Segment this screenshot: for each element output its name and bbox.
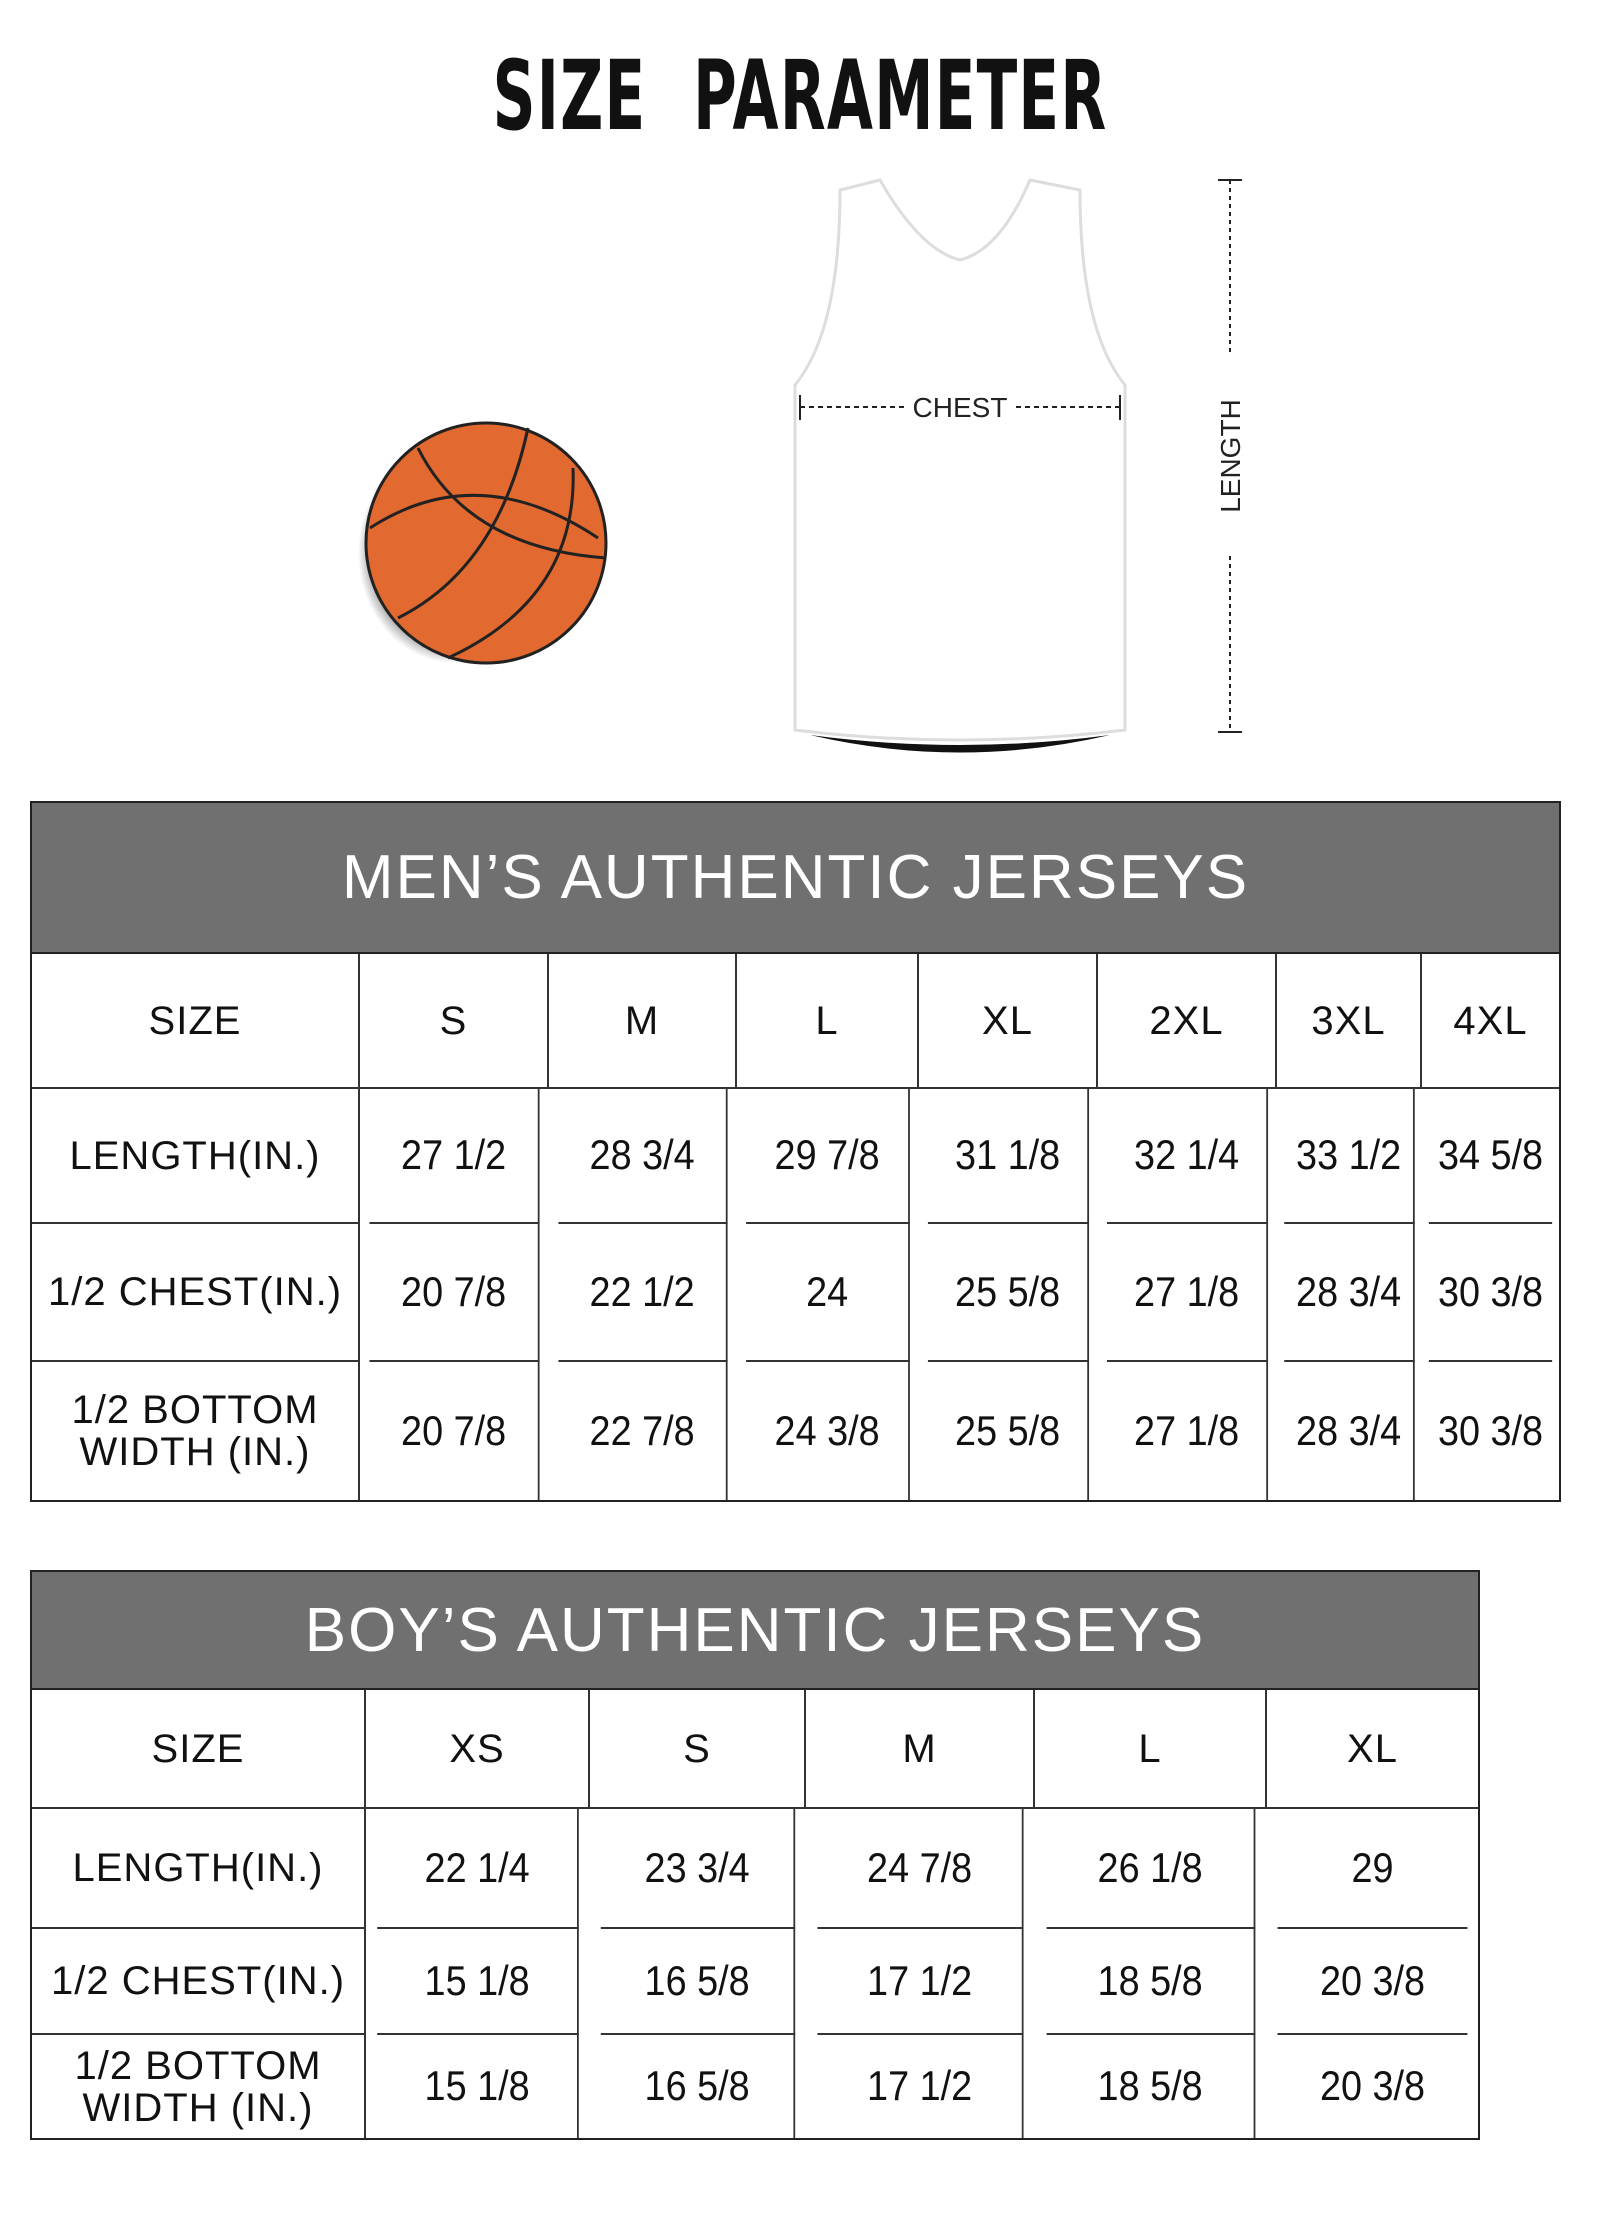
boys-measurement-cell: 18 5/8 — [1047, 2035, 1256, 2138]
mens-table-title: MEN’S AUTHENTIC JERSEYS — [32, 803, 1559, 954]
boys-size-table: BOY’S AUTHENTIC JERSEYS SIZE XS S M L XL LENGT… — [30, 1570, 1480, 2140]
boys-size-column-header: S — [590, 1690, 806, 1809]
mens-measurement-cell: 24 3/8 — [746, 1362, 910, 1500]
boys-size-column-header: XS — [366, 1690, 590, 1809]
boys-measurement-cell: 24 7/8 — [817, 1809, 1024, 1929]
mens-size-column-header: 4XL — [1422, 954, 1559, 1089]
boys-measurement-cell: 17 1/2 — [817, 2035, 1024, 2138]
boys-measurement-cell: 22 1/4 — [377, 1809, 579, 1929]
boys-measurement-cell: 18 5/8 — [1046, 1929, 1256, 2035]
boys-measurement-cell: 16 5/8 — [601, 2035, 796, 2138]
mens-measurement-cell: 30 3/8 — [1428, 1224, 1553, 1362]
boys-table-grid: SIZE XS S M L XL LENGTH(IN.) 22 1/4 23 3/4 24 7/8… — [32, 1690, 1478, 2138]
mens-measurement-cell: 22 1/2 — [558, 1224, 728, 1362]
boys-measurement-cell: 26 1/8 — [1046, 1809, 1256, 1929]
boys-size-header: SIZE — [32, 1690, 366, 1809]
mens-measurement-cell: 20 7/8 — [369, 1362, 540, 1500]
mens-measurement-cell: 25 5/8 — [927, 1224, 1090, 1362]
basketball-icon — [358, 421, 608, 665]
boys-measurement-cell: 20 3/8 — [1319, 2062, 1426, 2110]
mens-size-column-header: S — [360, 954, 549, 1089]
mens-measurement-cell: 27 1/2 — [369, 1089, 540, 1224]
boys-table-title: BOY’S AUTHENTIC JERSEYS — [32, 1572, 1478, 1690]
boys-row-label: 1/2 BOTTOM WIDTH (IN.) — [32, 2035, 366, 2138]
mens-measurement-cell: 29 7/8 — [746, 1089, 910, 1224]
length-indicator: LENGTH — [1214, 179, 1246, 733]
jersey-illustration: CHEST — [793, 178, 1127, 753]
mens-measurement-cell: 20 7/8 — [369, 1224, 540, 1362]
mens-measurement-cell: 22 7/8 — [558, 1362, 728, 1500]
boys-measurement-cell: 17 1/2 — [817, 1929, 1024, 2035]
mens-measurement-cell: 27 1/8 — [1107, 1362, 1269, 1500]
mens-measurement-cell: 30 3/8 — [1437, 1406, 1544, 1454]
boys-measurement-cell: 16 5/8 — [600, 1929, 796, 2035]
mens-measurement-cell: 27 1/8 — [1106, 1224, 1269, 1362]
mens-row-label: LENGTH(IN.) — [32, 1089, 360, 1224]
mens-measurement-cell: 28 3/4 — [1284, 1362, 1415, 1500]
mens-measurement-cell: 28 3/4 — [1284, 1224, 1415, 1362]
mens-size-column-header: L — [737, 954, 919, 1089]
boys-size-column-header: L — [1035, 1690, 1267, 1809]
mens-measurement-cell: 34 5/8 — [1428, 1089, 1553, 1224]
mens-table-grid: SIZE S M L XL 2XL 3XL 4XL LENGTH(IN.) 27 1/2 28 3/… — [32, 954, 1559, 1500]
mens-size-column-header: 2XL — [1098, 954, 1277, 1089]
boys-size-column-header: M — [806, 1690, 1035, 1809]
mens-size-column-header: M — [549, 954, 737, 1089]
page-title: SIZE PARAMETER — [492, 40, 1108, 152]
length-label: LENGTH — [1215, 399, 1246, 513]
mens-measurement-cell: 31 1/8 — [927, 1089, 1090, 1224]
mens-size-table: MEN’S AUTHENTIC JERSEYS SIZE S M L XL 2XL 3XL 4… — [30, 801, 1561, 1502]
mens-row-label: 1/2 BOTTOM WIDTH (IN.) — [32, 1362, 360, 1500]
mens-row-label: 1/2 CHEST(IN.) — [32, 1224, 360, 1362]
boys-measurement-cell: 23 3/4 — [600, 1809, 796, 1929]
boys-measurement-cell: 20 3/8 — [1277, 1929, 1468, 2035]
mens-size-column-header: XL — [919, 954, 1098, 1089]
mens-size-header: SIZE — [32, 954, 360, 1089]
boys-measurement-cell: 15 1/8 — [377, 2035, 579, 2138]
mens-measurement-cell: 24 — [746, 1224, 910, 1362]
boys-size-column-header: XL — [1267, 1690, 1478, 1809]
boys-measurement-cell: 29 — [1277, 1809, 1468, 1929]
mens-measurement-cell: 33 1/2 — [1284, 1089, 1415, 1224]
mens-measurement-cell: 32 1/4 — [1106, 1089, 1269, 1224]
chest-label: CHEST — [913, 392, 1008, 423]
mens-measurement-cell: 25 5/8 — [928, 1362, 1090, 1500]
boys-row-label: 1/2 CHEST(IN.) — [32, 1929, 366, 2035]
boys-measurement-cell: 15 1/8 — [377, 1929, 579, 2035]
mens-measurement-cell: 28 3/4 — [558, 1089, 728, 1224]
boys-row-label: LENGTH(IN.) — [32, 1809, 366, 1929]
mens-size-column-header: 3XL — [1277, 954, 1422, 1089]
